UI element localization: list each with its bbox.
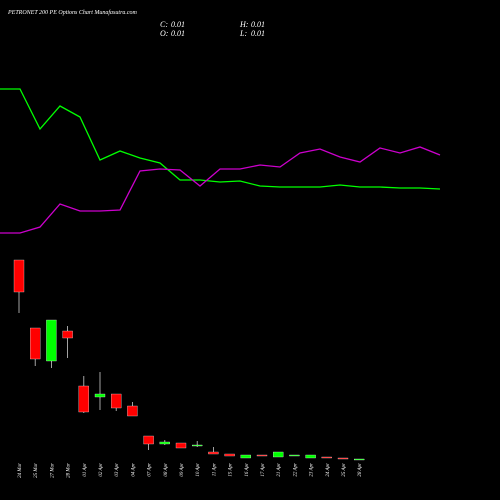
candle-body [354, 458, 365, 461]
header-value: 0.01 [171, 20, 185, 29]
header-label: C: [160, 20, 168, 29]
candle-body [175, 442, 187, 449]
x-tick-label: 23 Apr [310, 463, 315, 477]
x-tick-label: 01 Apr [83, 463, 88, 477]
candle-body [337, 457, 349, 460]
candle-body [273, 451, 284, 458]
x-tick-label: 28 Mar [67, 463, 72, 478]
x-tick-label: 25 Mar [34, 463, 39, 478]
indicator-line [0, 146, 441, 234]
candle-body [192, 444, 203, 447]
x-tick-label: 11 Apr [212, 463, 217, 476]
x-tick-label: 28 Apr [358, 463, 363, 477]
header-value: 0.01 [251, 20, 265, 29]
candle-body [256, 454, 268, 457]
candle-body [46, 319, 57, 362]
x-tick-label: 10 Apr [196, 463, 201, 477]
candle-body [62, 330, 73, 339]
indicator-line [0, 88, 441, 190]
x-tick-label: 08 Apr [164, 463, 169, 477]
candle-body [127, 405, 138, 417]
header-label: H: [239, 20, 249, 29]
x-tick-label: 21 Apr [277, 463, 282, 477]
candle-body [208, 451, 219, 455]
candle-body [13, 259, 25, 293]
x-tick-label: 09 Apr [180, 463, 185, 477]
x-tick-label: 22 Apr [293, 463, 298, 477]
candle-body [321, 456, 332, 459]
x-tick-label: 15 Apr [229, 463, 234, 477]
header-label: L: [239, 29, 247, 38]
header-label: O: [160, 29, 169, 38]
x-tick-label: 24 Apr [326, 463, 331, 477]
chart-title: PETRONET 200 PE Options Chart Munafasutr… [7, 9, 138, 16]
candle-body [305, 454, 316, 459]
candle-body [159, 441, 170, 445]
candle-body [111, 393, 122, 409]
header-value: 0.01 [171, 29, 185, 38]
header-value: 0.01 [251, 29, 265, 38]
candle-body [224, 453, 235, 457]
candle-body [143, 435, 154, 445]
candle-body [94, 393, 106, 398]
x-tick-label: 24 Mar [18, 463, 23, 478]
x-tick-label: 16 Apr [245, 463, 250, 477]
x-tick-label: 27 Mar [50, 463, 55, 478]
candle-body [240, 454, 251, 459]
x-tick-label: 17 Apr [261, 463, 266, 477]
x-tick-label: 07 Apr [148, 463, 153, 477]
x-tick-label: 03 Apr [115, 463, 120, 477]
candle-body [289, 454, 300, 457]
x-tick-label: 25 Apr [342, 463, 347, 477]
x-tick-label: 02 Apr [99, 463, 104, 477]
candle-body [78, 385, 89, 413]
candle-body [30, 327, 41, 360]
x-tick-label: 04 Apr [131, 463, 136, 477]
